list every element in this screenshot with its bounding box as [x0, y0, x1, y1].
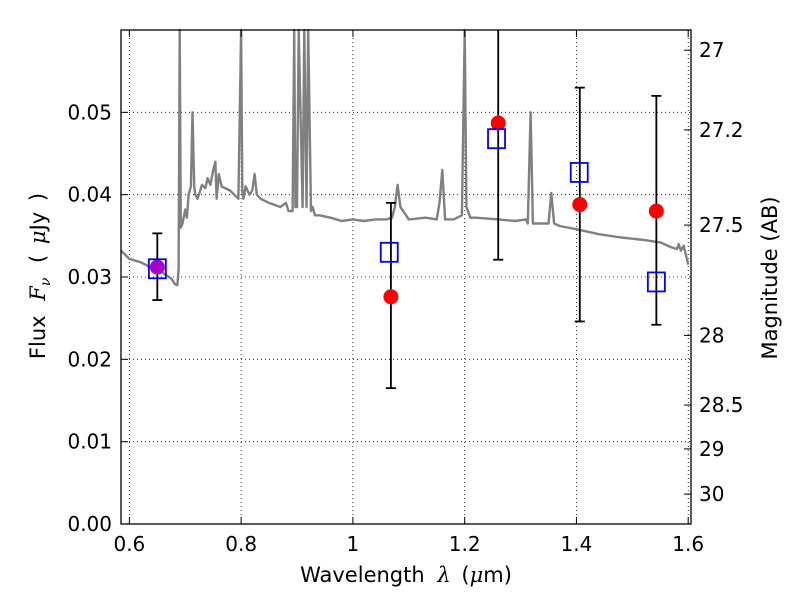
observed-point	[490, 115, 506, 131]
x-tick-label: 1	[347, 532, 360, 556]
observed-point	[572, 197, 588, 213]
y-tick-label: 0.00	[67, 512, 112, 536]
x-tick-label: 1.2	[449, 532, 481, 556]
model-point	[646, 271, 666, 293]
x-tick-label: 1.6	[672, 532, 704, 556]
model-point	[569, 162, 589, 183]
y-tick-label: 0.01	[67, 430, 112, 454]
model-point	[147, 258, 167, 280]
y2-tick-label: 27	[699, 38, 724, 62]
y2-tick-label: 28.5	[699, 393, 744, 417]
grid-lines	[121, 30, 691, 525]
data-markers	[147, 115, 666, 305]
x-tick-label: 1.4	[561, 532, 593, 556]
spectrum-layer	[120, 28, 690, 287]
x-axis-label: Wavelength λ (μm)	[300, 563, 512, 587]
y2-axis-ticks: 27 27.2 27.5 28 28.5 29 30	[684, 38, 744, 506]
y-axis-label: Flux Fν ( μJy )	[26, 193, 55, 359]
y2-tick-label: 28	[699, 323, 724, 347]
y-axis-ticks: 0.00 0.01 0.02 0.03 0.04 0.05	[67, 100, 128, 536]
spectrum-line	[120, 28, 690, 287]
y2-tick-label: 30	[699, 482, 724, 506]
observed-point	[149, 259, 165, 275]
x-tick-label: 0.8	[225, 532, 257, 556]
observed-point	[383, 289, 399, 305]
x-tick-label: 0.6	[113, 532, 145, 556]
y2-tick-label: 27.2	[699, 118, 744, 142]
x-axis-ticks: 0.6 0.8 1 1.2 1.4 1.6	[113, 30, 704, 556]
observed-point	[648, 203, 664, 219]
model-point	[487, 128, 506, 150]
model-point	[379, 241, 399, 263]
y-tick-label: 0.02	[67, 347, 112, 371]
y-tick-label: 0.03	[67, 265, 112, 289]
y2-tick-label: 29	[699, 437, 724, 461]
y2-tick-label: 27.5	[699, 213, 744, 237]
y-tick-label: 0.04	[67, 183, 112, 207]
y-tick-label: 0.05	[67, 100, 112, 124]
y2-axis-label: Magnitude (AB)	[758, 196, 782, 359]
